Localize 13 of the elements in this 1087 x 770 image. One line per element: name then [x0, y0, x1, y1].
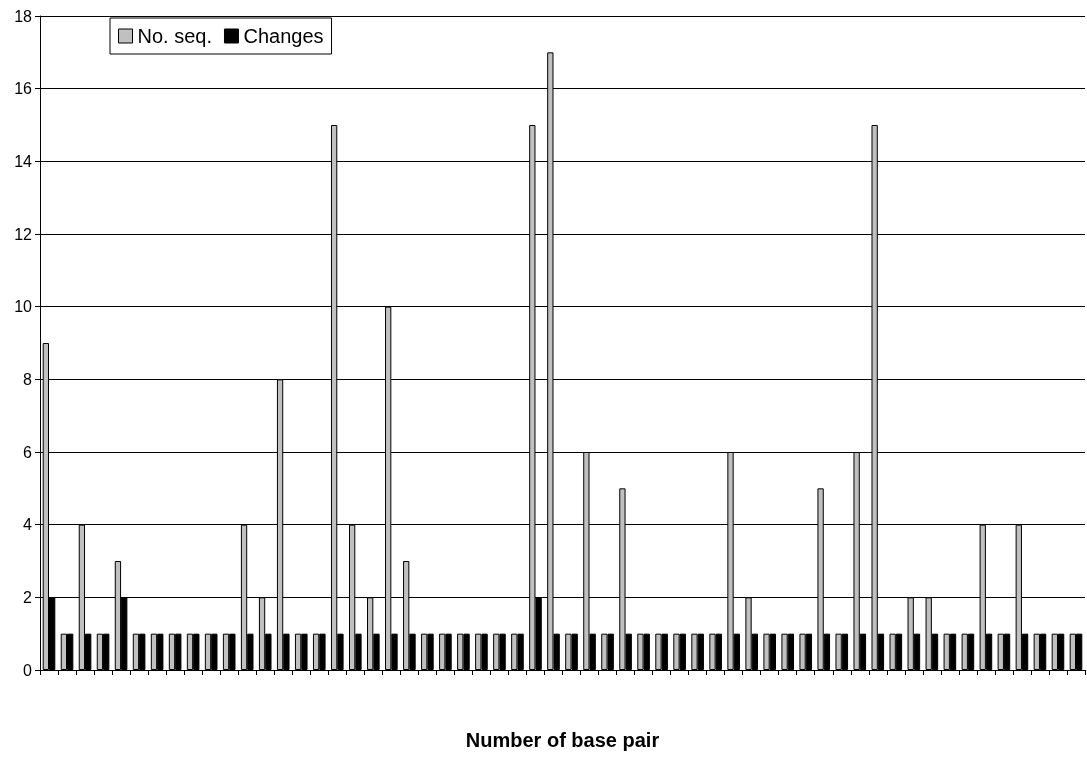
y-tick-label: 2: [23, 588, 33, 606]
legend-label: No. seq.: [137, 25, 212, 47]
y-tick-label: 8: [23, 370, 33, 388]
x-axis-title: Number of base pair: [465, 729, 660, 751]
y-tick-label: 10: [14, 298, 33, 316]
y-tick-label: 12: [14, 225, 33, 243]
y-tick-label: 6: [23, 443, 33, 461]
y-tick-label: 14: [14, 152, 33, 170]
y-tick-label: 16: [14, 80, 33, 98]
legend-label: Changes: [243, 25, 324, 47]
y-tick-label: 0: [23, 661, 33, 679]
y-tick-label: 4: [23, 516, 33, 534]
y-tick-label: 18: [14, 7, 33, 25]
